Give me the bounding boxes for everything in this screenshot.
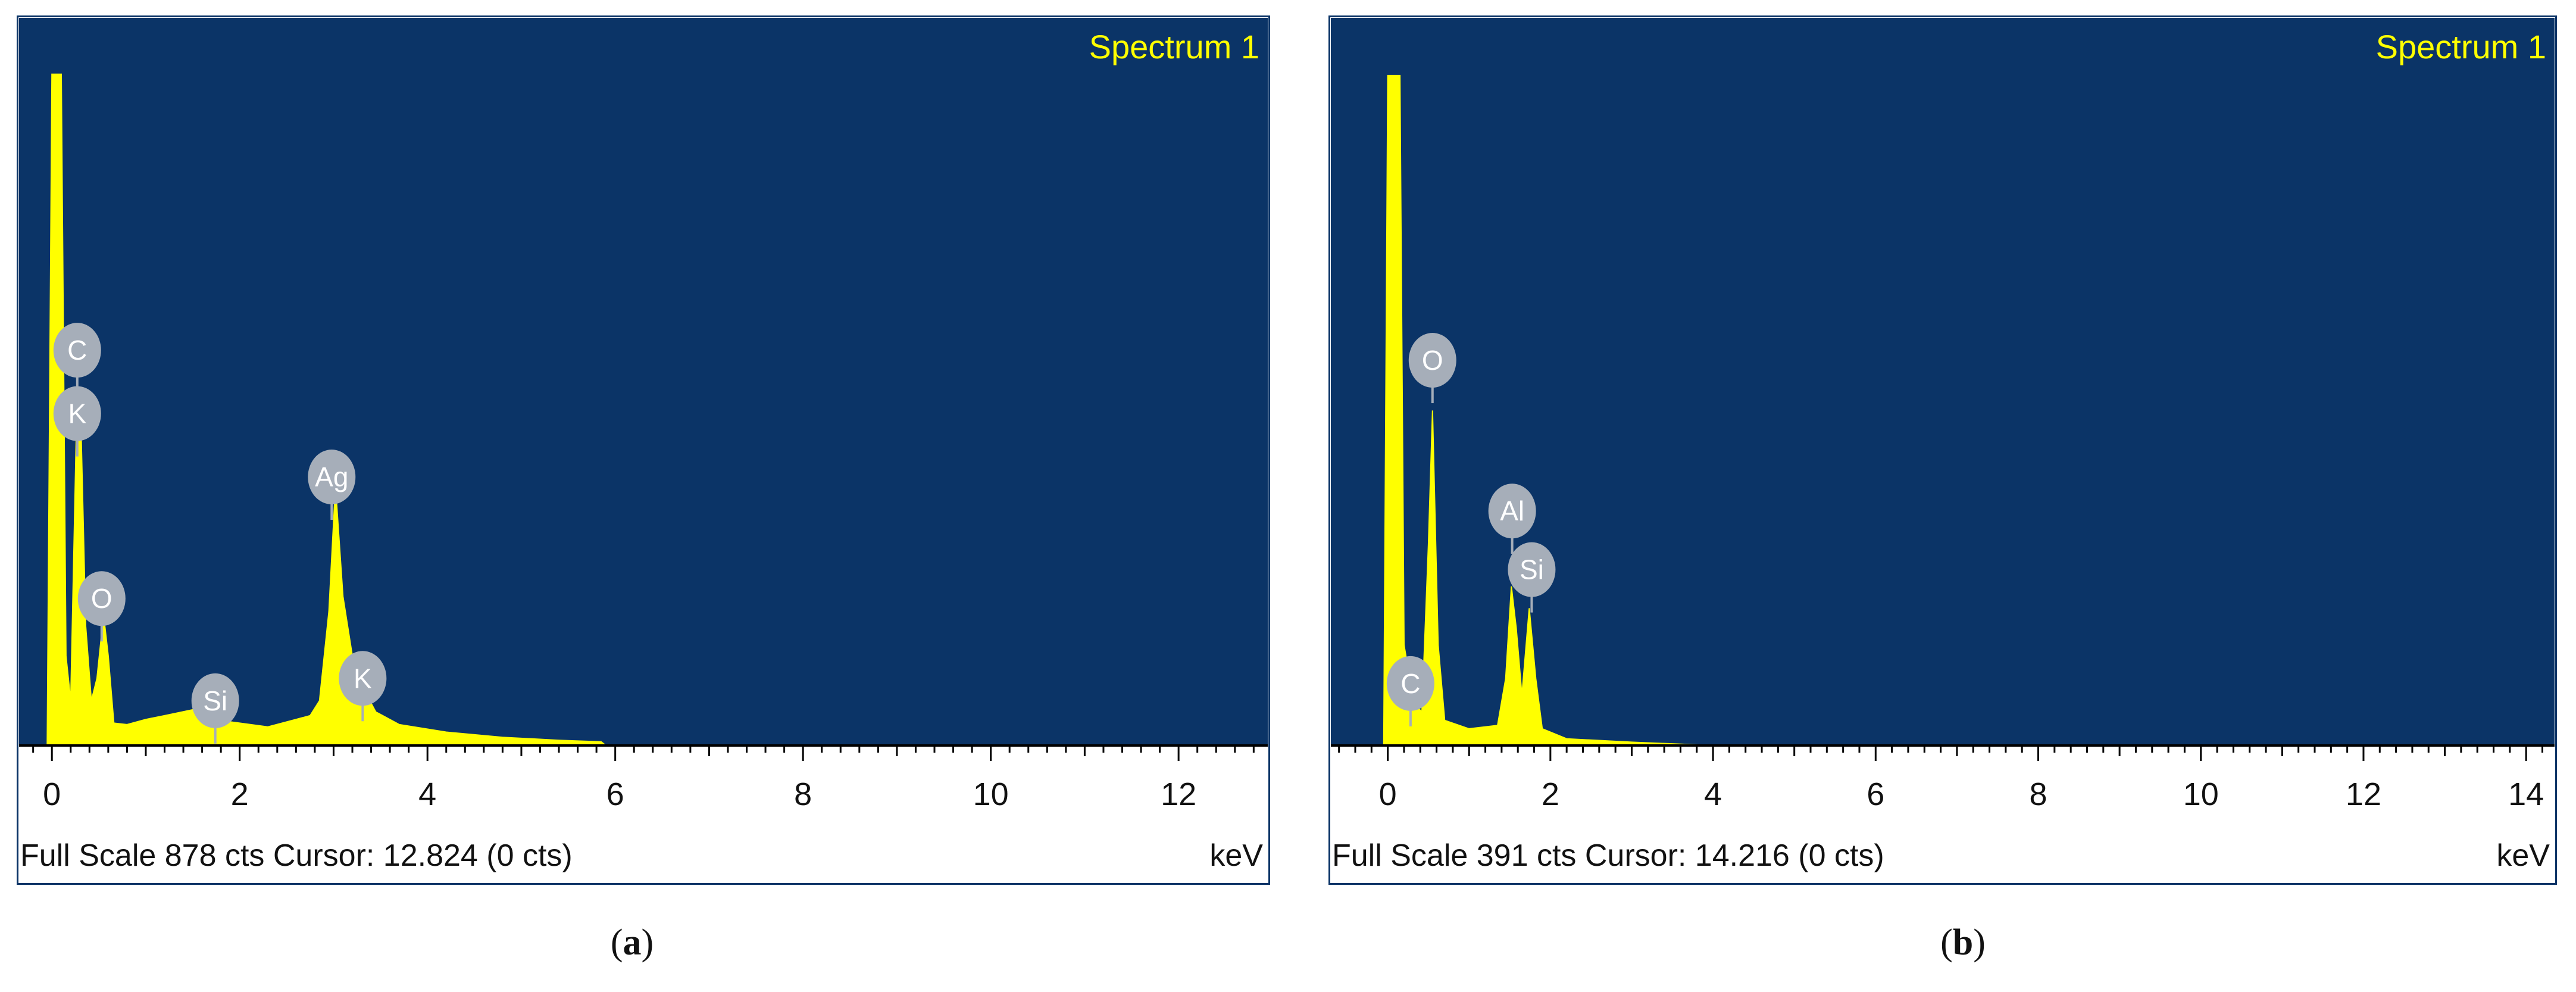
x-tick-label-8-a: 8 — [794, 776, 812, 812]
peak-label-k-a-5: K — [339, 651, 387, 722]
peak-label-text: O — [91, 583, 112, 614]
peak-label-text: C — [67, 335, 87, 366]
peak-label-badge — [77, 571, 126, 626]
peak-label-text: Si — [1520, 554, 1544, 585]
plot-area-b — [1331, 18, 2555, 745]
x-tick-label-0-a: 0 — [43, 776, 61, 812]
footer-unit-b: keV — [2496, 838, 2550, 873]
footer-status-a: Full Scale 878 cts Cursor: 12.824 (0 cts… — [20, 838, 573, 873]
x-tick-label-10-a: 10 — [973, 776, 1009, 812]
peak-label-o-b-0: O — [1408, 333, 1456, 404]
peak-label-badge — [53, 323, 101, 378]
plot-area-a — [19, 18, 1268, 745]
caption-a-close: ) — [641, 922, 654, 963]
peak-label-badge — [1488, 483, 1536, 539]
spectrum-title-b: Spectrum 1 — [2376, 28, 2546, 65]
peak-label-text: K — [68, 398, 86, 429]
spectrum-chart-a: C K O Si Ag K Spectrum 1 0 2 4 6 8 10 12 Full Scale 87… — [17, 15, 1270, 885]
x-tick-label-0-b: 0 — [1379, 776, 1397, 812]
peak-label-o-a-2: O — [77, 571, 126, 642]
x-tick-label-6-b: 6 — [1867, 776, 1884, 812]
caption-a-open: ( — [610, 922, 623, 963]
caption-a: (a) — [573, 922, 692, 964]
caption-b: (b) — [1903, 922, 2022, 964]
peak-label-badge — [1508, 542, 1556, 597]
caption-a-letter: a — [623, 922, 642, 963]
peak-label-text: K — [354, 663, 372, 694]
peak-label-si-a-3: Si — [191, 673, 239, 744]
x-tick-label-8-b: 8 — [2029, 776, 2047, 812]
x-tick-label-6-a: 6 — [607, 776, 624, 812]
caption-b-letter: b — [1952, 922, 1974, 963]
x-tick-label-10-b: 10 — [2183, 776, 2219, 812]
spectrum-panel-b: O C Al Si Spectrum 1 0 2 4 6 8 10 12 14 Full Scale 39… — [1328, 15, 2557, 885]
peak-label-si-b-3: Si — [1508, 542, 1556, 613]
peak-label-al-b-2: Al — [1488, 483, 1536, 554]
peak-label-badge — [53, 386, 101, 441]
peak-label-text: Ag — [315, 461, 348, 492]
peak-label-text: C — [1400, 668, 1420, 699]
caption-b-open: ( — [1940, 922, 1953, 963]
footer-status-b: Full Scale 391 cts Cursor: 14.216 (0 cts… — [1332, 838, 1884, 873]
x-tick-label-14-b: 14 — [2508, 776, 2544, 812]
peak-label-ag-a-4: Ag — [308, 450, 356, 520]
peak-label-badge — [308, 450, 356, 505]
spectrum-title-a: Spectrum 1 — [1089, 28, 1259, 65]
spectrum-chart-b: O C Al Si Spectrum 1 0 2 4 6 8 10 12 14 Full Scale 39… — [1328, 15, 2557, 885]
x-tick-label-2-b: 2 — [1542, 776, 1559, 812]
caption-b-close: ) — [1973, 922, 1986, 963]
x-tick-label-12-b: 12 — [2346, 776, 2381, 812]
peak-label-badge — [1408, 333, 1456, 388]
peak-label-c-b-1: C — [1386, 656, 1434, 726]
x-tick-label-4-a: 4 — [418, 776, 436, 812]
peak-label-badge — [1386, 656, 1434, 711]
peak-label-text: O — [1422, 345, 1443, 376]
x-tick-label-12-a: 12 — [1161, 776, 1196, 812]
peak-label-badge — [191, 673, 239, 728]
spectrum-panel-a: C K O Si Ag K Spectrum 1 0 2 4 6 8 10 12 Full Scale 87… — [17, 15, 1270, 885]
x-tick-label-4-b: 4 — [1704, 776, 1722, 812]
footer-unit-a: keV — [1209, 838, 1263, 873]
peak-label-text: Si — [203, 685, 227, 716]
peak-label-text: Al — [1500, 495, 1524, 526]
peak-label-badge — [339, 651, 387, 706]
x-tick-label-2-a: 2 — [231, 776, 249, 812]
peak-label-c-a-0: C — [53, 323, 101, 394]
peak-label-k-a-1: K — [53, 386, 101, 457]
